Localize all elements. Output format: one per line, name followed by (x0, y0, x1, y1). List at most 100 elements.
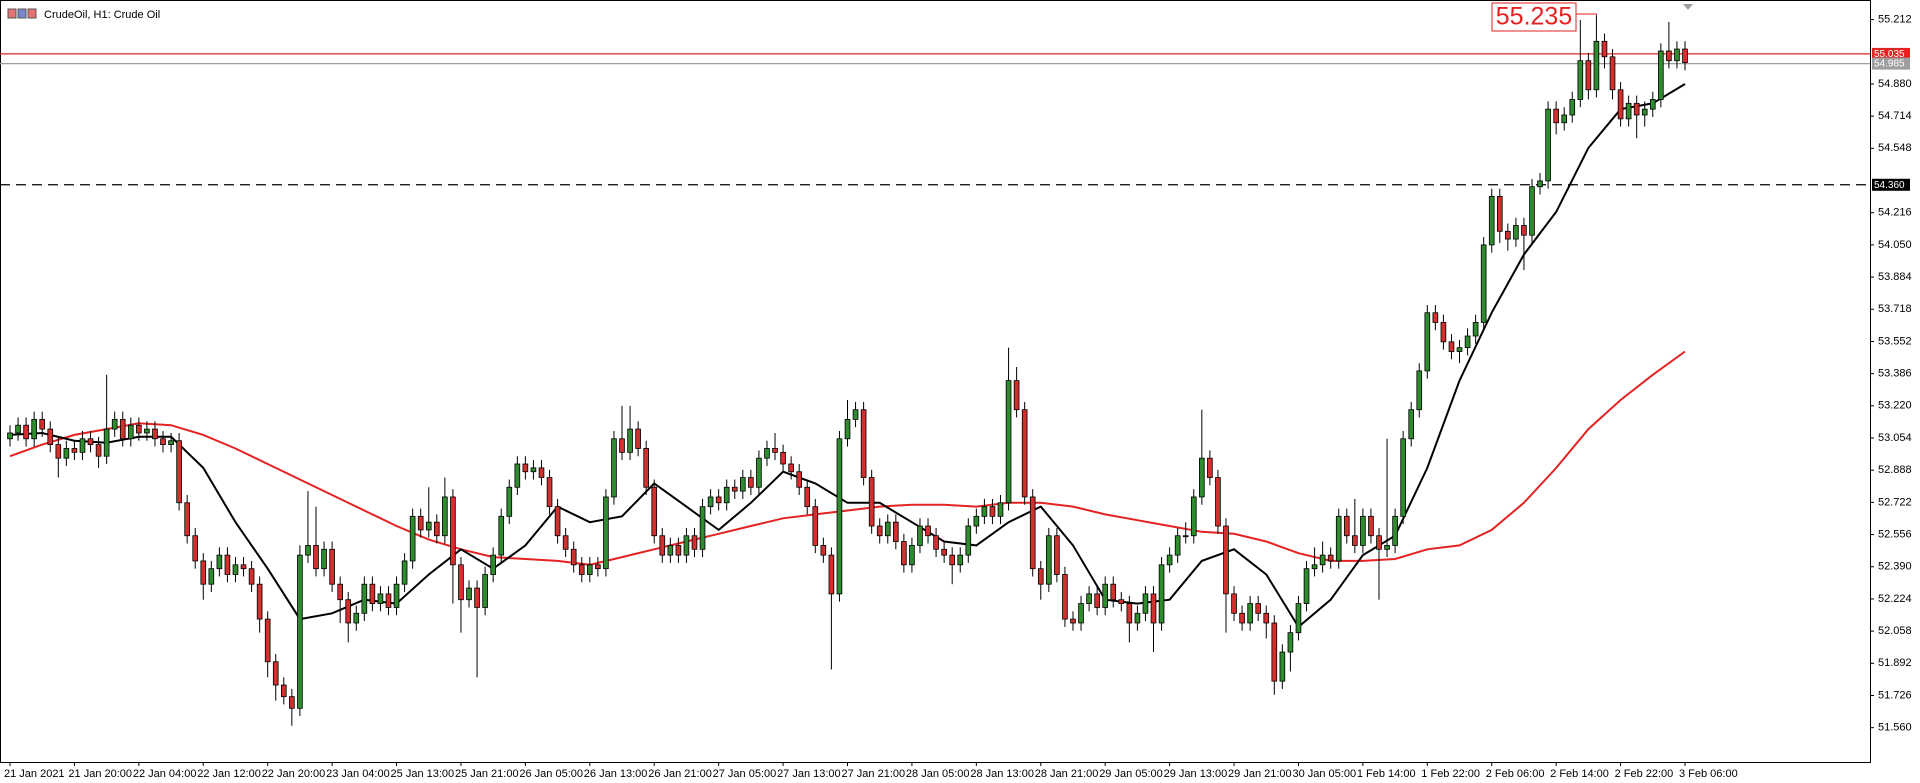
candle-body (1521, 225, 1527, 236)
candle-body (562, 535, 569, 550)
candle-body (917, 525, 923, 546)
y-tick-label: 52.058 (1878, 625, 1912, 637)
candle-body (514, 463, 521, 488)
x-tick-label: 27 Jan 21:00 (842, 768, 906, 780)
candle-body (1505, 230, 1511, 240)
candle-body (772, 448, 778, 453)
candle-body (240, 564, 247, 570)
candle-body (1400, 438, 1406, 517)
candle-body (160, 438, 166, 445)
candle-body (538, 467, 545, 478)
candle-body (442, 496, 448, 537)
candle-body (1609, 56, 1616, 91)
candle-body (1658, 50, 1664, 100)
candle-body (119, 418, 126, 440)
x-tick-label: 29 Jan 05:00 (1099, 768, 1163, 780)
candle-body (804, 486, 811, 508)
candle-body (715, 496, 722, 504)
plot-frame (0, 0, 1871, 763)
candle-body (901, 541, 907, 566)
candle-body (1545, 108, 1551, 182)
candle-body (1311, 564, 1318, 570)
candle-body (1674, 48, 1680, 62)
y-tick-label: 53.386 (1878, 368, 1912, 380)
candle-body (498, 515, 505, 556)
candle-body (1440, 322, 1447, 343)
candle-body (1488, 196, 1495, 246)
candle-body (860, 409, 867, 478)
candle-body (627, 428, 633, 453)
candle-body (756, 457, 762, 488)
candle-body (1633, 102, 1640, 116)
candle-body (1062, 574, 1068, 620)
candle-body (289, 696, 295, 709)
y-tick-label: 52.390 (1878, 561, 1912, 573)
moving-average-line (9, 350, 1686, 566)
candle-body (578, 564, 585, 575)
x-tick-label: 27 Jan 05:00 (713, 768, 777, 780)
max-marker-leader (1576, 13, 1597, 16)
x-tick-label: 1 Feb 22:00 (1421, 768, 1480, 780)
x-tick-label: 26 Jan 13:00 (584, 768, 648, 780)
candle-body (377, 593, 384, 604)
candle-body (490, 554, 496, 575)
candle-body (659, 535, 666, 556)
y-tick-label: 53.552 (1878, 335, 1912, 347)
x-tick-label: 23 Jan 04:00 (326, 768, 390, 780)
candle-body (1496, 196, 1503, 232)
candle-body (458, 564, 464, 601)
candle-body (586, 564, 593, 575)
x-tick-label: 28 Jan 13:00 (970, 768, 1034, 780)
candle-body (788, 463, 794, 473)
candle-body (369, 583, 376, 604)
candle-body (989, 506, 996, 517)
candle-body (329, 548, 335, 585)
candle-body (957, 554, 964, 566)
candle-body (1585, 60, 1592, 91)
x-tick-label: 30 Jan 05:00 (1292, 768, 1356, 780)
price-level-tag (1872, 178, 1910, 191)
candle-body (1118, 599, 1125, 604)
y-tick-label: 54.548 (1878, 142, 1912, 154)
candle-body (530, 467, 537, 473)
candle-body (1666, 50, 1672, 62)
chart-title: CrudeOil, H1: Crude Oil (44, 9, 160, 21)
x-tick-label: 1 Feb 14:00 (1357, 768, 1416, 780)
candle-body (1408, 409, 1415, 440)
candle-body (79, 438, 86, 453)
candle-body (1319, 554, 1326, 566)
candle-body (450, 496, 456, 566)
candle-body (482, 574, 488, 608)
price-level-label: 54.985 (1874, 59, 1905, 70)
candle-body (1166, 554, 1173, 566)
symbol-icon (7, 8, 37, 19)
candle-body (522, 463, 529, 473)
candle-body (1158, 564, 1165, 624)
y-tick-label: 53.054 (1878, 432, 1912, 444)
candle-body (321, 548, 327, 570)
candle-body (272, 661, 279, 686)
candle-body (1480, 244, 1487, 323)
candle-body (345, 599, 352, 624)
x-tick-label: 29 Jan 21:00 (1228, 768, 1292, 780)
candle-body (417, 515, 424, 531)
candle-body (868, 477, 875, 527)
candle-body (1029, 496, 1036, 570)
max-marker-label: 55.235 (1496, 3, 1572, 31)
y-tick-label: 55.212 (1878, 13, 1912, 25)
candle-body (1110, 583, 1117, 601)
candle-body (127, 424, 134, 440)
candle-body (949, 554, 956, 566)
candle-body (313, 545, 319, 570)
x-tick-label: 3 Feb 06:00 (1679, 768, 1738, 780)
candle-body (667, 545, 674, 556)
candle-body (619, 438, 625, 453)
candle-body (796, 471, 802, 488)
candle-body (933, 535, 939, 550)
candle-body (63, 448, 70, 459)
candle-body (1215, 477, 1221, 527)
candle-body (176, 440, 182, 504)
candle-body (941, 548, 947, 556)
candle-body (997, 502, 1004, 517)
candle-body (1078, 603, 1084, 624)
